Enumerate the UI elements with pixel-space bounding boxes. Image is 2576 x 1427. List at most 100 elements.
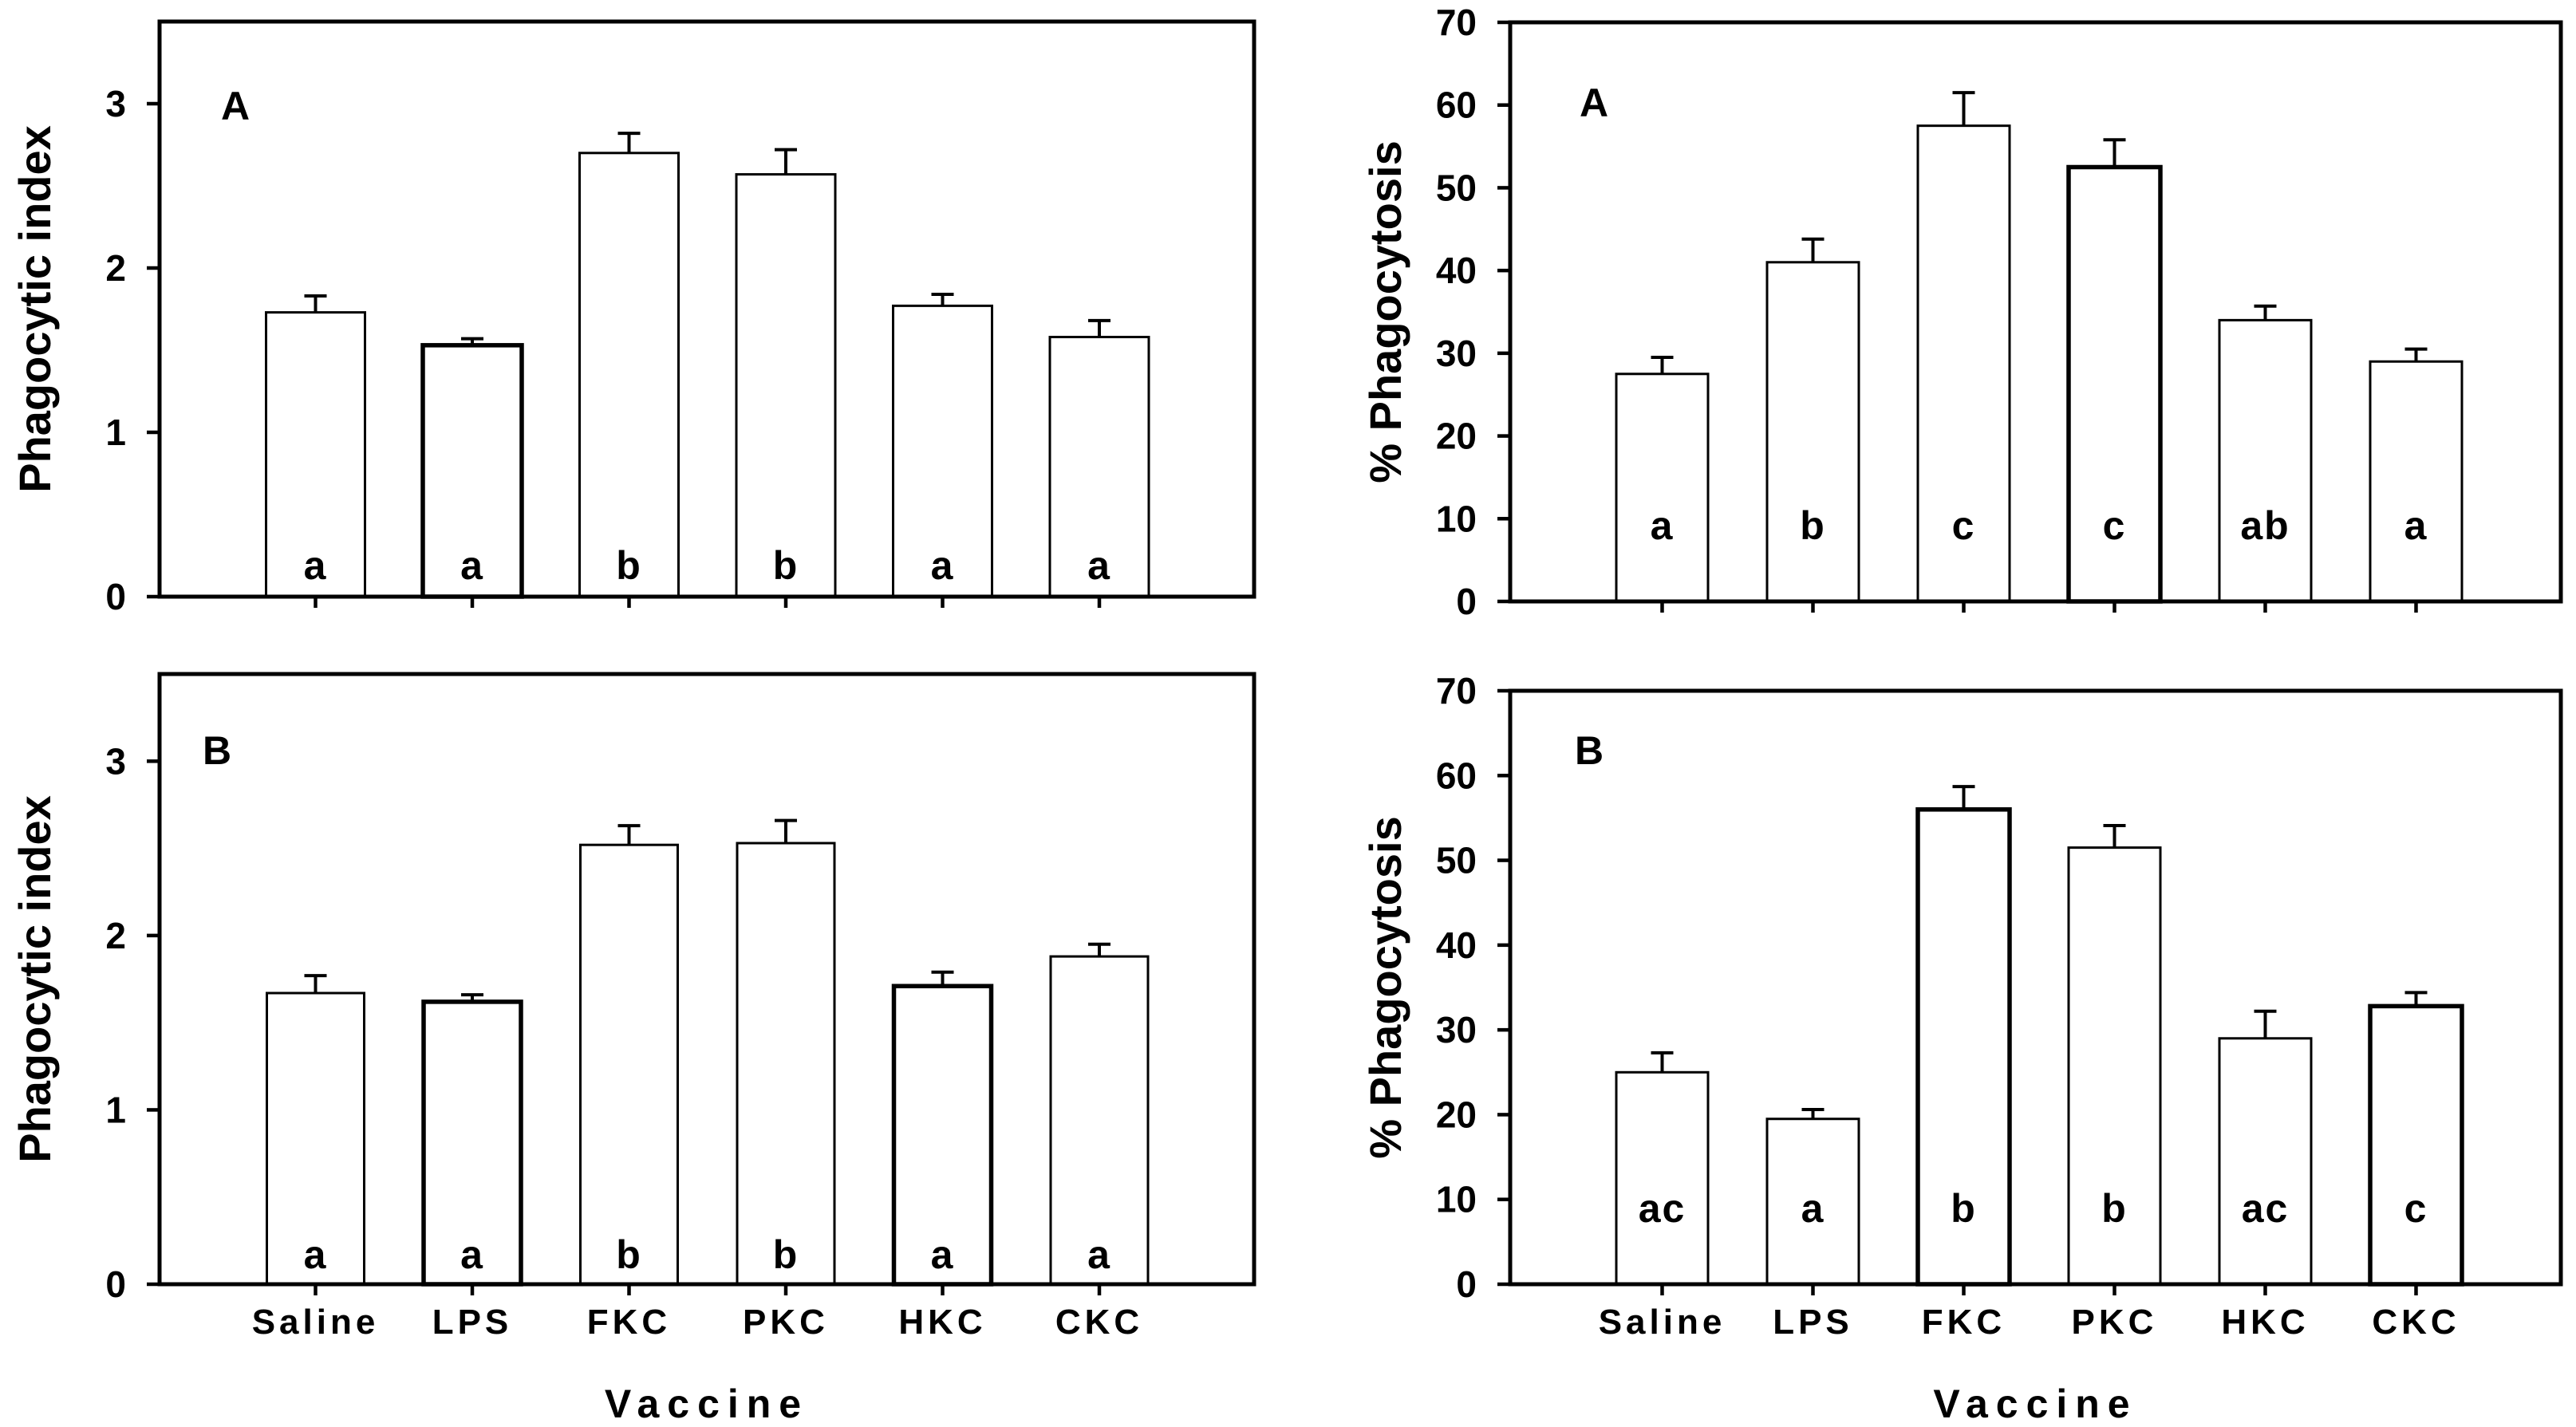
y-tick-label: 2 — [105, 247, 126, 289]
significance-letter: a — [2404, 503, 2428, 548]
bar-hkc — [891, 984, 994, 1287]
y-tick-label: 0 — [1456, 581, 1477, 622]
significance-letter: b — [773, 1232, 799, 1277]
significance-letter: b — [1951, 1186, 1977, 1231]
significance-letter: a — [460, 1232, 484, 1277]
bar-saline — [265, 311, 366, 598]
bar-saline — [1615, 1070, 1710, 1286]
panel-bottom-right: 0 10 20 30 40 50 60 70 Saline ac LPS a FKC b PKC b HKC ac… — [1360, 670, 2563, 1426]
bar-hkc — [2218, 1037, 2313, 1286]
y-tick-label: 50 — [1436, 840, 1477, 881]
bar-pkc — [736, 842, 836, 1286]
x-tick-label: Saline — [1599, 1303, 1726, 1342]
x-tick-label: LPS — [1773, 1303, 1853, 1342]
bar-saline — [266, 991, 365, 1286]
bar-pkc — [735, 173, 837, 598]
significance-letter: b — [2101, 1186, 2128, 1231]
y-tick-label: 0 — [105, 576, 126, 617]
x-tick-label: HKC — [2221, 1303, 2309, 1342]
x-tick-label: FKC — [1922, 1303, 2006, 1342]
significance-letter: a — [460, 543, 484, 588]
y-tick-label: 10 — [1436, 1179, 1477, 1220]
significance-letter: a — [304, 543, 328, 588]
bar-lps — [421, 999, 523, 1287]
y-tick-label: 1 — [105, 412, 126, 453]
significance-letter: b — [1800, 503, 1826, 548]
bar-ckc — [2369, 360, 2464, 603]
panel-letter: B — [1575, 728, 1604, 773]
x-tick-label: PKC — [743, 1303, 829, 1342]
panel-top-left: 0 1 2 3 a a b b a a A Phagocytic index — [10, 19, 1256, 617]
y-tick-label: 0 — [1456, 1263, 1477, 1305]
bar-ckc — [1048, 336, 1150, 598]
significance-letter: a — [931, 543, 955, 588]
y-axis-title: Phagocytic index — [10, 125, 60, 493]
x-tick-label: Saline — [252, 1303, 380, 1342]
bar-fkc — [578, 152, 680, 598]
y-tick-label: 3 — [105, 740, 126, 782]
y-tick-label: 3 — [105, 83, 126, 124]
significance-letter: a — [304, 1232, 328, 1277]
plot-frame — [157, 19, 1256, 599]
x-axis-title: Vaccine — [1933, 1382, 2137, 1426]
panel-bottom-left: 0 1 2 3 Saline a LPS a FKC b PKC b HKC a CKC a B Phagocyt… — [10, 672, 1256, 1426]
y-tick-label: 30 — [1436, 333, 1477, 374]
significance-letter: ac — [2242, 1186, 2290, 1231]
plot-frame — [157, 672, 1256, 1287]
significance-letter: a — [1087, 543, 1111, 588]
x-tick-label: HKC — [898, 1303, 986, 1342]
x-tick-label: FKC — [587, 1303, 671, 1342]
x-tick-label: PKC — [2072, 1303, 2158, 1342]
significance-letter: c — [2103, 503, 2127, 548]
y-tick-label: 30 — [1436, 1009, 1477, 1051]
significance-letter: ac — [1639, 1186, 1686, 1231]
y-tick-label: 2 — [105, 915, 126, 956]
bar-ckc — [1049, 955, 1150, 1286]
significance-letter: b — [773, 543, 799, 588]
bar-hkc — [892, 304, 993, 598]
y-tick-label: 50 — [1436, 167, 1477, 208]
y-tick-label: 60 — [1436, 755, 1477, 796]
y-tick-label: 10 — [1436, 498, 1477, 539]
significance-letter: b — [616, 543, 642, 588]
y-tick-label: 1 — [105, 1089, 126, 1130]
y-tick-label: 70 — [1436, 670, 1477, 712]
y-tick-label: 70 — [1436, 2, 1477, 43]
bar-pkc — [2067, 846, 2162, 1286]
y-axis-title: Phagocytic index — [10, 795, 60, 1163]
panel-letter: A — [221, 84, 250, 128]
bar-saline — [1615, 373, 1710, 603]
x-tick-label: CKC — [2372, 1303, 2460, 1342]
x-tick-label: LPS — [432, 1303, 513, 1342]
y-tick-label: 20 — [1436, 416, 1477, 457]
x-axis-title: Vaccine — [605, 1382, 809, 1426]
plot-frame — [1508, 20, 2563, 604]
bar-pkc — [2066, 164, 2163, 604]
significance-letter: a — [1651, 503, 1675, 548]
bar-fkc — [579, 843, 679, 1286]
plot-frame — [1508, 688, 2563, 1287]
y-tick-label: 60 — [1436, 85, 1477, 126]
x-tick-label: CKC — [1055, 1303, 1143, 1342]
panel-letter: A — [1580, 81, 1608, 125]
significance-letter: b — [616, 1232, 642, 1277]
panel-letter: B — [203, 728, 231, 773]
y-axis-title: % Phagocytosis — [1360, 140, 1410, 483]
y-tick-label: 40 — [1436, 250, 1477, 291]
y-tick-label: 40 — [1436, 924, 1477, 966]
y-axis-title: % Phagocytosis — [1360, 816, 1410, 1158]
significance-letter: a — [931, 1232, 955, 1277]
bar-hkc — [2218, 318, 2313, 603]
y-tick-label: 0 — [105, 1263, 126, 1305]
bar-fkc — [1916, 124, 2011, 603]
bar-ckc — [2368, 1003, 2464, 1287]
y-tick-label: 20 — [1436, 1094, 1477, 1135]
significance-letter: a — [1801, 1186, 1825, 1231]
significance-letter: ab — [2240, 503, 2290, 548]
significance-letter: c — [1952, 503, 1976, 548]
bar-lps — [1765, 261, 1860, 603]
significance-letter: c — [2404, 1186, 2428, 1231]
